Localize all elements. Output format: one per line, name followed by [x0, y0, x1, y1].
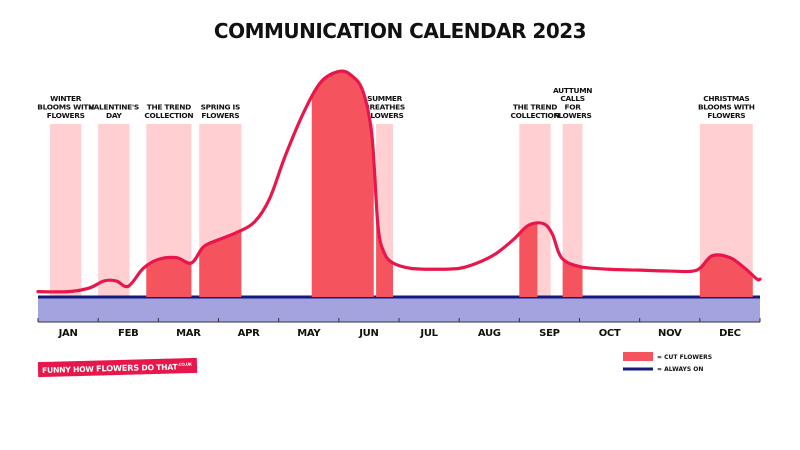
month-label-sep: SEP	[539, 328, 559, 339]
campaign-label-8: AUTTUMN CALLS FOR FLOWERS	[553, 86, 592, 120]
always-on-fill	[38, 297, 760, 322]
active-fill-5	[311, 71, 374, 297]
x-axis: JAN FEB MAR APR MAY JUN JUL AUG SEP OCT NOV DEC	[37, 318, 761, 339]
campaign-label-2: VALENTINE'S DAY	[89, 103, 139, 120]
campaign-band-1	[50, 124, 82, 297]
month-label-apr: APR	[238, 328, 260, 339]
campaign-label-4: SPRING IS FLOWERS	[201, 103, 240, 120]
month-label-jan: JAN	[58, 328, 78, 339]
month-label-jun: JUN	[358, 328, 378, 339]
campaign-label-1: WINTER BLOOMS WITH FLOWERS	[37, 94, 94, 120]
month-label-nov: NOV	[658, 328, 682, 339]
legend: = CUT FLOWERS = ALWAYS ON	[623, 352, 712, 373]
legend-label-2: = ALWAYS ON	[657, 366, 703, 373]
campaign-label-6: SUMMER BREATHES FLOWERS	[364, 94, 405, 120]
month-label-feb: FEB	[118, 328, 138, 339]
month-label-aug: AUG	[478, 328, 501, 339]
campaign-label-9: CHRISTMAS BLOOMS WITH FLOWERS	[698, 94, 755, 120]
legend-swatch-cut-flowers	[623, 352, 653, 361]
campaign-label-3: THE TREND COLLECTION	[144, 103, 193, 120]
campaign-band-8	[562, 124, 583, 297]
month-label-mar: MAR	[176, 328, 201, 339]
month-label-jul: JUL	[419, 328, 438, 339]
month-label-oct: OCT	[599, 328, 621, 339]
month-label-may: MAY	[297, 328, 321, 339]
cut-flowers-line	[36, 69, 762, 294]
chart-title: COMMUNICATION CALENDAR 2023	[214, 19, 586, 43]
campaign-band-2	[98, 124, 130, 297]
legend-label-1: = CUT FLOWERS	[657, 354, 712, 361]
always-on-area	[38, 295, 760, 322]
campaign-label-7: THE TREND COLLECTION	[511, 103, 560, 120]
cut-flowers-curve	[36, 69, 762, 294]
month-label-dec: DEC	[719, 328, 741, 339]
